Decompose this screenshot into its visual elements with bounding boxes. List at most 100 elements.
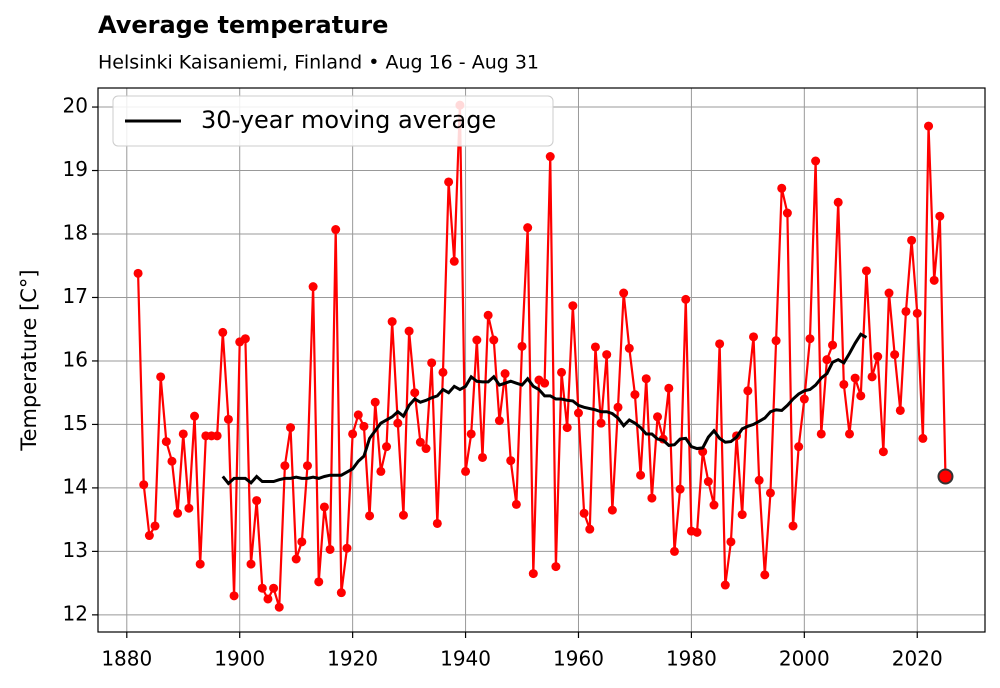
y-tick-label: 12 — [63, 601, 88, 625]
data-point — [348, 429, 358, 439]
data-point — [833, 197, 843, 207]
y-tick-label: 13 — [63, 538, 88, 562]
y-axis-label: Temperature [C°] — [17, 269, 41, 451]
data-point — [161, 437, 171, 447]
data-point — [579, 508, 589, 518]
data-point — [540, 378, 550, 388]
data-point — [720, 580, 730, 590]
data-point — [675, 484, 685, 494]
data-point — [545, 152, 555, 162]
data-point — [387, 317, 397, 327]
data-point — [133, 268, 143, 278]
data-point — [709, 500, 719, 510]
y-tick-label: 19 — [63, 157, 88, 181]
x-tick-label: 1960 — [553, 647, 604, 671]
data-point — [924, 121, 934, 131]
data-point — [528, 569, 538, 579]
data-point — [461, 466, 471, 476]
data-point — [427, 358, 437, 368]
data-point — [494, 416, 504, 426]
data-point — [280, 461, 290, 471]
data-point — [590, 342, 600, 352]
data-point — [692, 527, 702, 537]
data-point — [895, 405, 905, 415]
data-point — [382, 442, 392, 452]
data-point — [438, 367, 448, 377]
data-point — [359, 421, 369, 431]
data-point — [890, 350, 900, 360]
data-point — [523, 223, 533, 233]
data-point — [370, 397, 380, 407]
data-point — [794, 442, 804, 452]
data-point — [472, 335, 482, 345]
data-point — [901, 306, 911, 316]
data-point — [681, 294, 691, 304]
data-point — [777, 183, 787, 193]
data-point — [641, 374, 651, 384]
data-point — [568, 301, 578, 311]
data-point — [398, 510, 408, 520]
data-point — [788, 521, 798, 531]
data-point — [483, 310, 493, 320]
data-point — [749, 332, 759, 342]
data-point — [715, 339, 725, 349]
data-point — [602, 350, 612, 360]
data-point — [619, 288, 629, 298]
data-point — [624, 343, 634, 353]
chart-subtitle: Helsinki Kaisaniemi, Finland • Aug 16 - … — [98, 52, 539, 74]
x-tick-label: 1980 — [666, 647, 717, 671]
data-point — [500, 369, 510, 379]
data-point — [653, 412, 663, 422]
data-point — [867, 372, 877, 382]
data-point — [873, 352, 883, 362]
data-point — [811, 156, 821, 166]
data-point — [856, 391, 866, 401]
series-line — [221, 332, 868, 486]
data-point — [878, 447, 888, 457]
data-point — [269, 583, 279, 593]
data-point — [308, 282, 318, 292]
data-point — [291, 554, 301, 564]
data-point — [415, 437, 425, 447]
y-tick-label: 15 — [63, 411, 88, 435]
data-point — [573, 408, 583, 418]
data-point — [150, 521, 160, 531]
data-point — [184, 503, 194, 513]
legend-label: 30-year moving average — [201, 106, 496, 134]
data-point — [929, 275, 939, 285]
data-point — [376, 466, 386, 476]
data-point — [743, 386, 753, 396]
data-point — [669, 546, 679, 556]
plot-frame — [97, 87, 986, 633]
data-point — [613, 402, 623, 412]
data-point — [647, 493, 657, 503]
x-tick-label: 2020 — [892, 647, 943, 671]
data-point — [737, 510, 747, 520]
data-point — [771, 336, 781, 346]
data-point — [178, 429, 188, 439]
data-point — [274, 602, 284, 612]
data-point — [297, 537, 307, 547]
latest-point — [937, 468, 954, 485]
data-point — [703, 477, 713, 487]
y-tick-label: 14 — [63, 474, 88, 498]
data-point — [782, 208, 792, 218]
data-point — [404, 326, 414, 336]
data-point — [506, 456, 516, 466]
data-point — [257, 583, 267, 593]
y-tick-label: 20 — [63, 94, 88, 118]
data-point — [444, 177, 454, 187]
legend — [112, 95, 554, 147]
data-point — [511, 499, 521, 509]
data-point — [828, 340, 838, 350]
data-point — [765, 488, 775, 498]
y-tick-label: 16 — [63, 347, 88, 371]
data-point — [844, 429, 854, 439]
data-point — [760, 570, 770, 580]
data-point — [240, 334, 250, 344]
x-tick-label: 1880 — [101, 647, 152, 671]
data-point — [822, 355, 832, 365]
data-point — [489, 335, 499, 345]
data-point — [331, 225, 341, 235]
data-point — [861, 266, 871, 276]
